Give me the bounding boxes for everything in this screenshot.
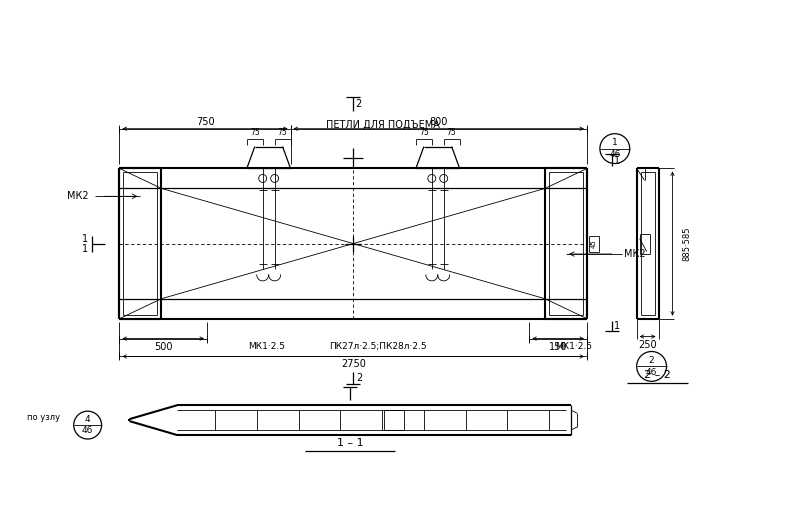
Text: МК1·2.5: МК1·2.5 [248, 342, 285, 351]
Text: 75: 75 [250, 128, 260, 137]
Text: по узлу: по узлу [27, 413, 60, 422]
Text: ПЕТЛИ ДЛЯ ПОДЪЕМА: ПЕТЛИ ДЛЯ ПОДЪЕМА [326, 120, 440, 130]
Text: 2 – 2: 2 – 2 [644, 370, 671, 380]
Text: МК1·2.5: МК1·2.5 [556, 342, 593, 351]
Text: 45: 45 [591, 239, 597, 248]
Text: 1: 1 [82, 244, 87, 253]
Text: 75: 75 [278, 128, 287, 137]
Text: 150: 150 [549, 342, 567, 351]
Text: 46: 46 [609, 150, 620, 159]
Text: 800: 800 [430, 117, 448, 127]
Text: МК2: МК2 [624, 249, 645, 259]
Text: 1: 1 [614, 155, 620, 166]
Text: 2750: 2750 [341, 360, 366, 369]
Text: МК2: МК2 [67, 191, 88, 201]
Text: 250: 250 [638, 340, 657, 349]
Text: 2: 2 [355, 99, 361, 109]
Text: 1 – 1: 1 – 1 [337, 438, 364, 448]
Text: 750: 750 [196, 117, 214, 127]
Text: ПК27л·2.5;ПК28л·2.5: ПК27л·2.5;ПК28л·2.5 [329, 342, 427, 351]
Text: 885·585: 885·585 [682, 227, 691, 261]
Text: 46: 46 [82, 426, 94, 436]
Text: 1: 1 [82, 234, 87, 244]
Text: 500: 500 [154, 342, 172, 351]
Text: 75: 75 [447, 128, 456, 137]
Text: 1: 1 [612, 138, 618, 147]
Text: 1: 1 [614, 320, 620, 331]
Text: 4: 4 [85, 415, 91, 424]
Text: 46: 46 [646, 368, 657, 377]
Text: 75: 75 [419, 128, 429, 137]
Text: 2: 2 [648, 356, 655, 365]
Text: 2: 2 [356, 374, 362, 383]
